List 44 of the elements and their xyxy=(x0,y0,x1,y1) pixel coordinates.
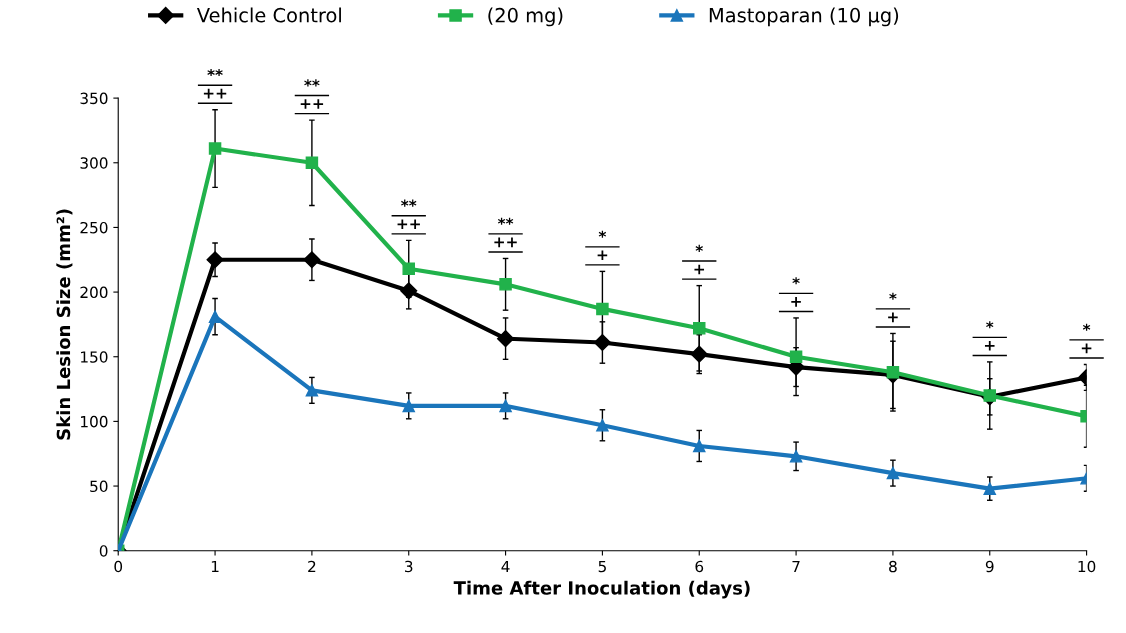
annotation: + xyxy=(597,250,608,261)
y-tick-label: 0 xyxy=(99,545,108,557)
y-axis-title: Skin Lesion Size (mm²) xyxy=(56,209,73,440)
annotation: ** xyxy=(497,217,514,225)
annotation: ++ xyxy=(494,237,517,248)
annotation: ++ xyxy=(397,219,420,230)
x-tick-label: 4 xyxy=(501,560,510,573)
x-tick-label: 6 xyxy=(695,560,704,573)
annotation: ++ xyxy=(203,88,227,99)
annotation: + xyxy=(791,297,801,307)
y-tick-label: 100 xyxy=(81,415,108,428)
annotation: * xyxy=(598,230,607,238)
x-tick-label: 8 xyxy=(889,560,897,573)
x-tick-label: 5 xyxy=(598,560,606,573)
annotation: ++ xyxy=(300,99,324,109)
y-tick-label: 200 xyxy=(80,286,108,299)
x-tick-label: 7 xyxy=(792,560,800,573)
y-tick-label: 300 xyxy=(80,157,108,169)
x-tick-label: 3 xyxy=(405,560,413,573)
y-tick-label: 350 xyxy=(80,92,108,105)
text: ** xyxy=(304,79,320,87)
annotation: * xyxy=(792,277,800,285)
annotation: + xyxy=(888,312,898,323)
x-tick-label: 1 xyxy=(211,560,219,573)
y-tick-label: 50 xyxy=(90,480,108,493)
legend-label: Mastoparan (10 µg) xyxy=(709,7,899,27)
annotation: * xyxy=(695,244,703,252)
annotation: * xyxy=(1082,323,1091,331)
legend-label: (20 mg) xyxy=(488,7,563,27)
y-tick-label: 250 xyxy=(80,221,108,234)
x-tick-label: 10 xyxy=(1078,560,1096,573)
x-tick-label: 9 xyxy=(985,560,994,573)
annotation: + xyxy=(1081,343,1092,354)
x-tick-label: 2 xyxy=(308,560,316,573)
annotation: + xyxy=(984,341,995,351)
legend-label: Vehicle Control xyxy=(196,7,341,23)
annotation: * xyxy=(889,292,897,300)
x-tick-label: 0 xyxy=(114,560,123,573)
annotation: * xyxy=(986,321,994,329)
y-tick-label: 150 xyxy=(81,351,108,363)
annotation: ** xyxy=(401,199,417,207)
x-axis-title: Time After Inoculation (days) xyxy=(453,580,750,599)
annotation: + xyxy=(694,264,705,275)
text: ** xyxy=(207,69,223,77)
